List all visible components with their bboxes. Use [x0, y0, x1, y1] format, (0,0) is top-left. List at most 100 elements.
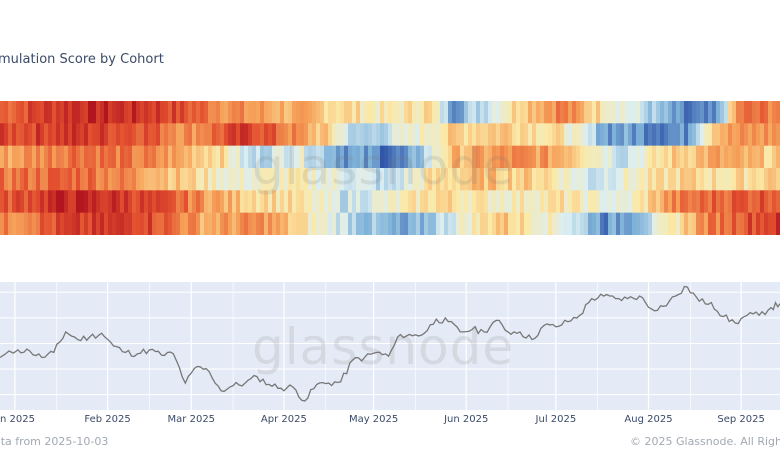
heatmap-cell — [84, 145, 89, 169]
heatmap-cell — [304, 168, 309, 191]
heatmap-cell — [356, 145, 361, 169]
heatmap-cell — [40, 123, 45, 147]
x-axis: n 2025 Feb 2025 Mar 2025 Apr 2025 May 2025 Ju… — [0, 414, 765, 425]
heatmap-cell — [396, 212, 401, 235]
heatmap-cell — [372, 145, 377, 169]
heatmap-cell — [420, 123, 425, 147]
heatmap-cell — [296, 145, 301, 169]
heatmap-cell — [496, 101, 501, 124]
heatmap-cell — [80, 190, 85, 214]
heatmap-cell — [732, 101, 737, 124]
heatmap-cell — [284, 212, 289, 235]
heatmap-cell — [240, 101, 245, 124]
heatmap-cell — [212, 101, 217, 124]
heatmap-cell — [632, 101, 637, 124]
heatmap-cell — [448, 123, 453, 147]
heatmap-cell — [260, 101, 265, 124]
heatmap-cell — [768, 190, 773, 214]
heatmap-cell — [128, 190, 133, 214]
heatmap-cell — [472, 145, 477, 169]
heatmap-cell — [704, 212, 709, 235]
heatmap-cell — [60, 168, 65, 191]
heatmap-cell — [500, 190, 505, 214]
heatmap-cell — [220, 123, 225, 147]
heatmap-cell — [392, 145, 397, 169]
heatmap-cell — [680, 190, 685, 214]
heatmap-cell — [536, 212, 541, 235]
heatmap-cell — [436, 145, 441, 169]
heatmap-cell — [228, 190, 233, 214]
heatmap-cell — [36, 101, 41, 124]
heatmap-cell — [644, 212, 649, 235]
heatmap-cell — [472, 190, 477, 214]
heatmap-cell — [716, 212, 721, 235]
heatmap-cell — [260, 212, 265, 235]
heatmap-cell — [136, 101, 141, 124]
heatmap-cell — [696, 145, 701, 169]
heatmap-cell — [504, 101, 509, 124]
heatmap-cell — [376, 168, 381, 191]
heatmap-cell — [624, 190, 629, 214]
heatmap-cell — [84, 168, 89, 191]
heatmap-cell — [684, 168, 689, 191]
heatmap-cell — [116, 145, 121, 169]
heatmap-cell — [96, 145, 101, 169]
heatmap-cell — [548, 123, 553, 147]
heatmap-cell — [528, 168, 533, 191]
heatmap-cell — [44, 101, 49, 124]
heatmap-cell — [228, 101, 233, 124]
heatmap-cell — [164, 123, 169, 147]
heatmap-cell — [288, 145, 293, 169]
heatmap-cell — [244, 101, 249, 124]
heatmap-cell — [604, 190, 609, 214]
heatmap-cell — [360, 190, 365, 214]
heatmap-cell — [576, 101, 581, 124]
heatmap-cell — [508, 123, 513, 147]
heatmap-cell — [456, 190, 461, 214]
heatmap-cell — [48, 190, 53, 214]
heatmap-cell — [292, 101, 297, 124]
heatmap-cell — [284, 145, 289, 169]
heatmap-cell — [52, 101, 57, 124]
heatmap-cell — [176, 212, 181, 235]
heatmap-cell — [256, 168, 261, 191]
heatmap-cell — [544, 123, 549, 147]
heatmap-cell — [536, 123, 541, 147]
heatmap-cell — [556, 212, 561, 235]
heatmap-cell — [188, 101, 193, 124]
heatmap-cell — [564, 212, 569, 235]
heatmap-cell — [412, 190, 417, 214]
chart-title: mulation Score by Cohort — [0, 52, 164, 67]
heatmap-cell — [468, 123, 473, 147]
heatmap-cell — [716, 145, 721, 169]
heatmap-cell — [608, 168, 613, 191]
heatmap-cell — [484, 190, 489, 214]
heatmap-cell — [144, 212, 149, 235]
heatmap-cell — [272, 145, 277, 169]
heatmap-cell — [636, 212, 641, 235]
heatmap-cell — [704, 190, 709, 214]
heatmap-cell — [20, 168, 25, 191]
heatmap-cell — [180, 212, 185, 235]
heatmap-cell — [196, 190, 201, 214]
heatmap-cell — [576, 123, 581, 147]
heatmap-cell — [296, 168, 301, 191]
heatmap-cell — [448, 145, 453, 169]
heatmap-cell — [720, 212, 725, 235]
heatmap-cell — [656, 123, 661, 147]
heatmap-cell — [520, 168, 525, 191]
heatmap-cell — [352, 168, 357, 191]
heatmap-cell — [152, 101, 157, 124]
heatmap-cell — [448, 168, 453, 191]
heatmap-cell — [92, 145, 97, 169]
heatmap-cell — [596, 212, 601, 235]
heatmap-cell — [436, 123, 441, 147]
heatmap-cell — [576, 168, 581, 191]
heatmap-cell — [316, 168, 321, 191]
heatmap-cell — [524, 212, 529, 235]
heatmap-cell — [148, 145, 153, 169]
heatmap-cell — [272, 168, 277, 191]
heatmap-cell — [452, 190, 457, 214]
heatmap-cell — [404, 145, 409, 169]
heatmap-cell — [720, 145, 725, 169]
